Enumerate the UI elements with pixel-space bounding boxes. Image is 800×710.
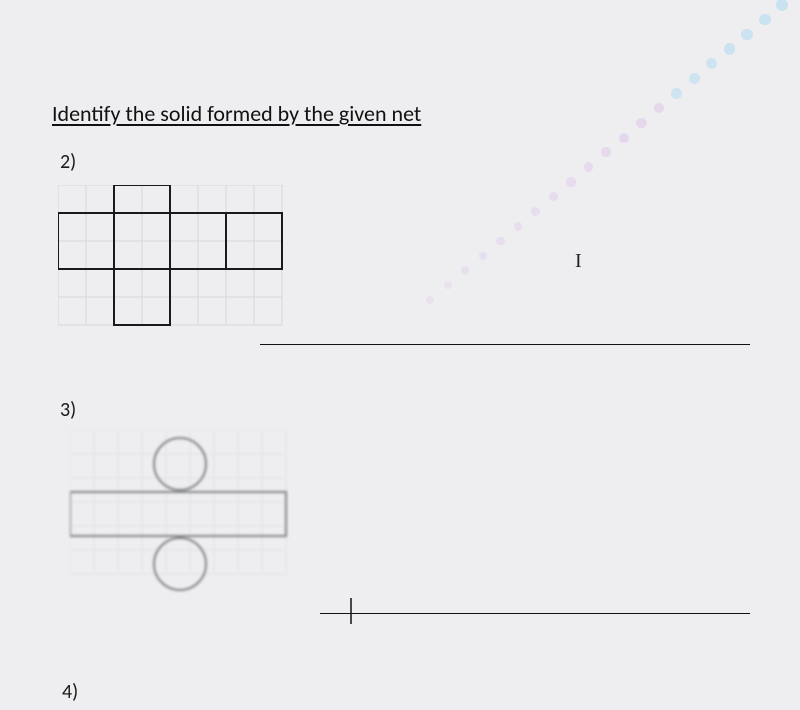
worksheet-page: Identify the solid formed by the given n… (0, 0, 800, 710)
flare-dot (689, 73, 700, 84)
flare-dot (531, 207, 540, 216)
flare-dot (759, 14, 771, 26)
question-2-label: 2) (60, 150, 76, 174)
cube-net-svg (58, 185, 298, 335)
flare-dot (601, 147, 611, 157)
question-4-label: 4) (62, 680, 78, 704)
flare-dot (584, 162, 594, 172)
flare-dot (444, 281, 452, 289)
flare-dot (724, 43, 735, 54)
flare-dot (776, 0, 788, 11)
flare-dot (654, 103, 664, 113)
flare-dot (461, 266, 469, 274)
flare-dot (741, 29, 752, 40)
flare-dot (426, 296, 434, 304)
flare-dot (706, 58, 717, 69)
page-title: Identify the solid formed by the given n… (52, 100, 421, 127)
flare-dot (514, 222, 523, 231)
cylinder-net-svg (70, 430, 300, 600)
answer-line-3[interactable] (320, 613, 750, 614)
flare-dot (619, 133, 629, 143)
flare-dot (549, 192, 558, 201)
flare-dot (496, 237, 505, 246)
answer-line-2[interactable] (260, 344, 750, 345)
question-3-label: 3) (60, 398, 76, 422)
figure-2-cube-net (58, 185, 298, 335)
flare-dot (566, 177, 575, 186)
figure-3-cylinder-net (70, 430, 300, 600)
text-cursor-icon: I (575, 250, 582, 273)
flare-dot (636, 118, 646, 128)
flare-dot (671, 88, 682, 99)
flare-dot (479, 252, 487, 260)
